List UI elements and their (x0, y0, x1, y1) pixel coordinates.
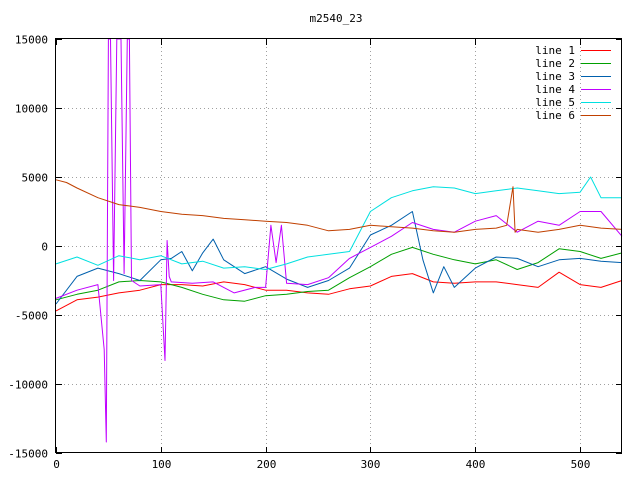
grid-lines (56, 39, 622, 453)
y-tick-label: -10000 (8, 379, 48, 392)
legend-label-2: line 2 (535, 57, 575, 70)
y-tick-label: 5000 (22, 172, 49, 185)
series-line-4 (55, 38, 623, 443)
y-tick-label: 0 (41, 241, 48, 254)
legend-label-3: line 3 (535, 70, 575, 83)
legend-label-6: line 6 (535, 109, 575, 122)
plot-frame (55, 38, 622, 453)
legend-label-4: line 4 (535, 83, 575, 96)
x-tick-label: 0 (53, 458, 60, 471)
y-tick-label: -5000 (15, 310, 48, 323)
series-line-6 (55, 179, 623, 233)
legend-label-5: line 5 (535, 96, 575, 109)
series-line-1 (55, 271, 623, 312)
x-tick-label: 100 (152, 458, 172, 471)
x-tick-labels: 0 100 200 300 400 500 (53, 458, 590, 471)
plot-area (55, 38, 623, 443)
y-tick-label: -15000 (8, 448, 48, 461)
x-tick-label: 400 (466, 458, 486, 471)
legend-label-1: line 1 (535, 44, 575, 57)
y-tick-label: 15000 (15, 34, 48, 47)
y-tick-labels: -15000 -10000 -5000 0 5000 10000 15000 (8, 34, 48, 461)
series-line-2 (55, 246, 623, 302)
chart-title: m2540_23 (310, 12, 363, 25)
x-tick-label: 200 (257, 458, 277, 471)
series-line-5 (55, 176, 622, 270)
series-line-3 (55, 211, 623, 305)
y-tick-label: 10000 (15, 103, 48, 116)
x-tick-label: 300 (361, 458, 381, 471)
x-tick-label: 500 (571, 458, 591, 471)
